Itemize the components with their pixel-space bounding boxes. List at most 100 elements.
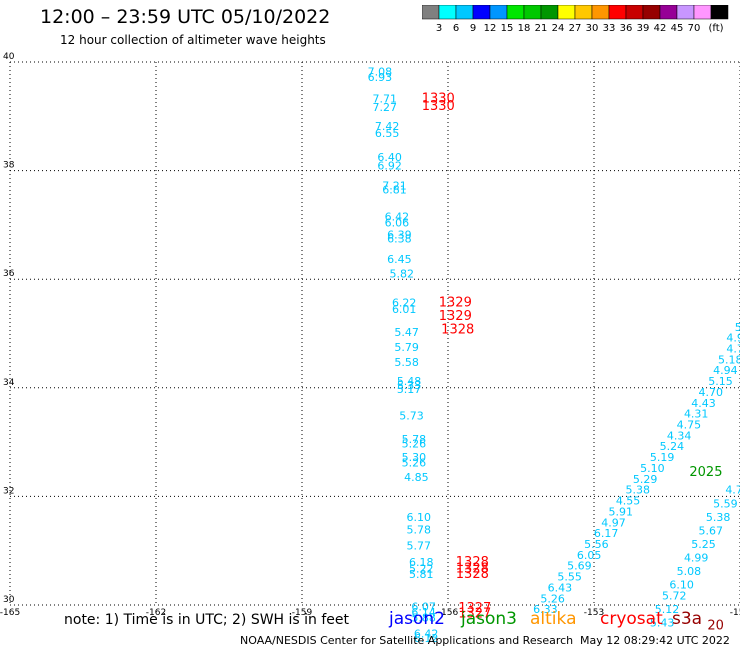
- data-point-label: 4.55: [616, 495, 641, 508]
- data-point-label: 5.82: [390, 268, 415, 281]
- data-point-label: 2025: [689, 465, 722, 480]
- data-point-label: 5.88: [411, 611, 436, 624]
- colorbar-label: 30: [586, 23, 599, 34]
- data-point-label: 6.42: [414, 628, 439, 641]
- data-point-label: 6.40: [377, 151, 402, 164]
- footer-note: note: 1) Time is in UTC; 2) SWH is in fe…: [64, 612, 350, 628]
- data-point-label: 5.69: [567, 560, 592, 573]
- colorbar-label: 33: [603, 23, 616, 34]
- colorbar-label: 39: [637, 23, 650, 34]
- satellite-legend-altika: altika: [530, 609, 577, 629]
- data-point-label: 6.92: [377, 160, 402, 173]
- data-point-label: 1328: [441, 323, 474, 338]
- data-point-label: 5.72: [662, 590, 687, 603]
- satellite-legend-cryosat: cryosat: [600, 609, 663, 629]
- colorbar-label: 45: [671, 23, 684, 34]
- data-point-label: 5.38: [706, 511, 731, 524]
- data-point-label: 5.: [735, 321, 740, 334]
- data-point-label: 6.38: [387, 232, 412, 245]
- data-point-label: 5.47: [394, 326, 419, 339]
- data-point-label: 1328: [456, 561, 489, 576]
- data-point-label: 5.43: [650, 617, 675, 630]
- data-point-label: 5.25: [691, 538, 716, 551]
- footer-credit: NOAA/NESDIS Center for Satellite Applica…: [240, 634, 574, 647]
- data-point-label: 1328: [456, 567, 489, 582]
- x-tick-label: -162: [146, 608, 166, 618]
- data-point-label: 6.22: [392, 296, 417, 309]
- data-point-label: 5.91: [609, 505, 634, 518]
- data-point-label: 4.94: [713, 364, 738, 377]
- colorbar-label: 12: [484, 23, 497, 34]
- data-point-label: 6.06: [385, 217, 410, 230]
- data-point-label: 5.38: [626, 484, 651, 497]
- y-tick-label: 38: [3, 161, 15, 171]
- data-point-label: 5.73: [399, 409, 424, 422]
- data-point-label: 6.42: [385, 211, 410, 224]
- colorbar-label: 6: [453, 23, 459, 34]
- data-point-label: 4.99: [684, 552, 709, 565]
- data-point-label: 5.18: [718, 353, 740, 366]
- colorbar-unit: (ft): [708, 23, 723, 34]
- data-point-label: 5.30: [402, 451, 427, 464]
- data-point-label: 5.56: [584, 538, 609, 551]
- data-point-label: 1328: [456, 555, 489, 570]
- data-point-label: 5.15: [708, 375, 733, 388]
- y-tick-label: 32: [3, 486, 14, 496]
- data-point-label: 6.17: [594, 527, 619, 540]
- data-point-label: 4.85: [404, 471, 429, 484]
- data-point-label: 7.08: [368, 66, 393, 79]
- x-tick-label: -156: [438, 608, 459, 618]
- x-tick-label: -150: [730, 608, 740, 618]
- data-point-label: 6.18: [409, 556, 434, 569]
- data-point-label: 5.26: [540, 592, 565, 605]
- data-point-label: 1329: [439, 295, 472, 310]
- colorbar-label: 24: [552, 23, 565, 34]
- data-point-label: 1330: [422, 99, 455, 114]
- y-tick-label: 40: [3, 52, 15, 62]
- data-point-label: 1330: [422, 92, 455, 107]
- data-point-label: 4.43: [691, 397, 716, 410]
- data-point-label: 4.31: [684, 408, 709, 421]
- color-scale-legend: 3 6 9 12 15 18 21 24 27 30 33 36 39 42 45 70 (ft): [422, 5, 729, 34]
- colorbar-label: 15: [501, 23, 514, 34]
- data-point-label: 5.59: [713, 497, 738, 510]
- satellite-legend-jason3: jason3: [461, 609, 517, 629]
- data-point-label: 5.79: [394, 341, 419, 354]
- colorbar-label: 27: [569, 23, 582, 34]
- data-point-label: 4.70: [699, 386, 724, 399]
- data-point-label: 5.67: [699, 524, 724, 537]
- data-point-label: 5.55: [557, 571, 582, 584]
- colorbar-label: 42: [654, 23, 667, 34]
- data-point-label: 5.78: [402, 433, 427, 446]
- colorbar-label: 21: [535, 23, 548, 34]
- data-point-label: 5.58: [394, 356, 419, 369]
- y-tick-label: 34: [3, 378, 15, 388]
- data-point-label: 1327: [458, 601, 491, 616]
- data-point-label: 5.26: [402, 438, 427, 451]
- data-point-label: 4.71: [725, 484, 740, 497]
- colorbar-swatch: [710, 5, 729, 20]
- data-point-label: 6.14: [411, 606, 436, 619]
- y-tick-label: 30: [3, 595, 15, 605]
- data-point-label: 5.81: [409, 568, 434, 581]
- data-point-label: 5.48: [397, 375, 422, 388]
- data-point-label: 6.12: [414, 632, 439, 645]
- data-point-label: 5.19: [650, 451, 675, 464]
- data-point-label: 5.22: [409, 562, 434, 575]
- x-tick-label: -153: [584, 608, 604, 618]
- page-title: 12:00 – 23:59 UTC 05/10/2022: [40, 6, 331, 28]
- data-point-label: 5.24: [660, 440, 685, 453]
- data-point-label: 4.7: [726, 343, 740, 356]
- data-point-label: 6.93: [368, 71, 393, 84]
- x-tick-label: -159: [292, 608, 313, 618]
- data-point-label: 5.29: [633, 473, 658, 486]
- data-point-label: 5.26: [402, 457, 427, 470]
- data-point-label: 6.05: [577, 549, 602, 562]
- data-point-label: 6.55: [375, 127, 400, 140]
- data-point-label: 5.10: [640, 462, 665, 475]
- data-point-label: 4.97: [601, 516, 626, 529]
- colorbar-label: 9: [470, 23, 476, 34]
- data-point-label: 6.43: [548, 581, 573, 594]
- data-point-label: 5.78: [407, 523, 432, 536]
- data-point-label: 6.81: [382, 183, 407, 196]
